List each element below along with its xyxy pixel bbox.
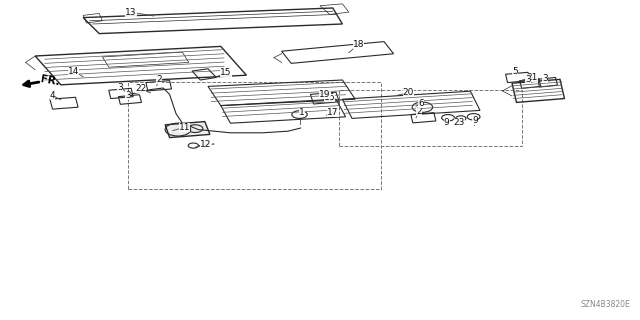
Text: 20: 20 <box>403 88 414 97</box>
Text: 15: 15 <box>220 68 232 77</box>
Text: 23: 23 <box>454 118 465 127</box>
Text: 19: 19 <box>319 90 331 99</box>
Text: 9: 9 <box>472 116 477 125</box>
Text: 3: 3 <box>543 74 548 83</box>
Bar <box>339 90 522 146</box>
Text: SZN4B3820E: SZN4B3820E <box>580 300 630 309</box>
Text: 16: 16 <box>324 93 335 102</box>
Text: 12: 12 <box>200 140 212 149</box>
Polygon shape <box>165 122 210 138</box>
Text: 4: 4 <box>50 91 55 100</box>
Text: FR.: FR. <box>40 74 61 87</box>
Text: 3: 3 <box>125 91 131 100</box>
Text: 9: 9 <box>444 118 449 127</box>
Text: 2: 2 <box>417 107 422 116</box>
Text: 1: 1 <box>300 108 305 117</box>
Text: 17: 17 <box>327 108 339 117</box>
Text: 18: 18 <box>353 40 364 49</box>
Text: 22: 22 <box>135 84 147 93</box>
Text: 5: 5 <box>513 67 518 76</box>
Text: 21: 21 <box>527 73 538 82</box>
Text: 6: 6 <box>419 99 424 108</box>
Text: 3: 3 <box>525 75 531 84</box>
Text: 13: 13 <box>125 8 137 17</box>
Text: 11: 11 <box>179 123 190 132</box>
Text: 3: 3 <box>118 83 123 92</box>
Text: 2: 2 <box>156 75 161 84</box>
Bar <box>128 82 381 189</box>
Text: 14: 14 <box>68 67 79 76</box>
